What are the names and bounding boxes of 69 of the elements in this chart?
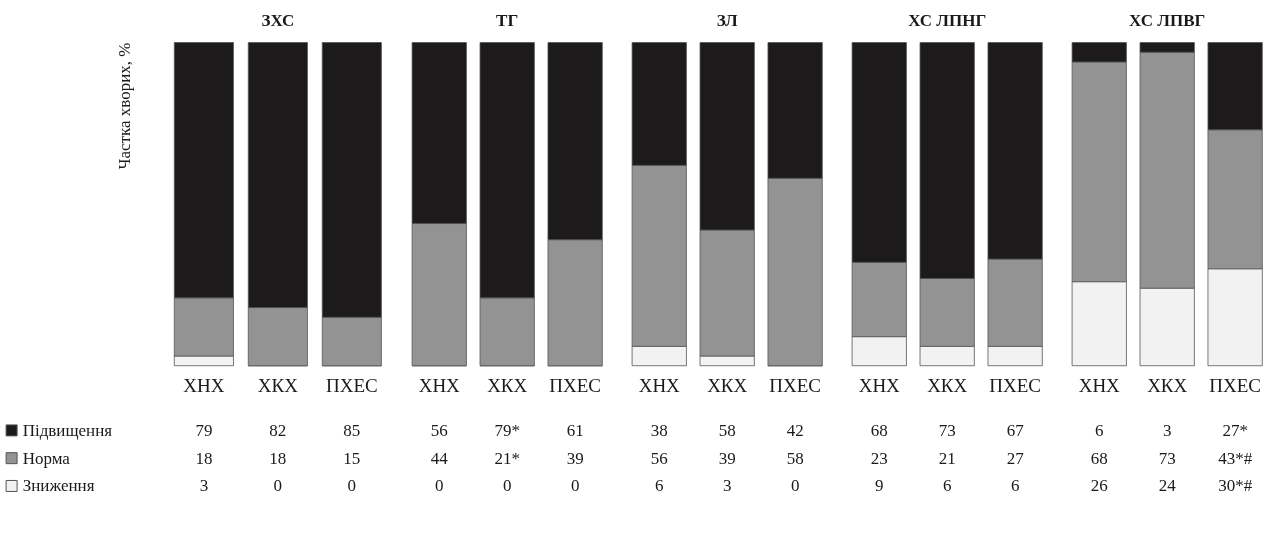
data-label: 56 xyxy=(650,448,668,468)
data-label: 43*# xyxy=(1218,448,1253,468)
data-label: 27 xyxy=(1006,448,1025,468)
data-label: 23 xyxy=(870,448,888,468)
data-label: 58 xyxy=(718,420,736,440)
data-label: 15 xyxy=(343,448,361,468)
data-label: 0 xyxy=(273,476,283,496)
x-tick-label: ПХЕС xyxy=(769,375,822,397)
data-label: 26 xyxy=(1090,476,1108,496)
chart-title: ХС ЛПНГ xyxy=(908,10,987,30)
chart-title: ЗХС xyxy=(261,10,295,30)
chart-title: ТГ xyxy=(496,10,519,30)
data-label: 6 xyxy=(1010,476,1020,496)
data-label: 39 xyxy=(566,448,584,468)
data-label: 21* xyxy=(494,448,520,468)
x-tick-label: ПХЕС xyxy=(549,375,602,397)
data-label: 61 xyxy=(566,420,584,440)
legend-label: Зниження xyxy=(22,476,95,496)
data-label: 56 xyxy=(430,420,448,440)
data-label: 67 xyxy=(1006,420,1025,440)
data-label: 85 xyxy=(343,420,361,440)
y-axis-title: Частка хворих, % xyxy=(114,42,134,170)
x-tick-label: ПХЕС xyxy=(325,375,378,397)
x-tick-label: ХНХ xyxy=(858,375,901,397)
data-label: 6 xyxy=(655,476,664,496)
data-label: 3 xyxy=(1162,420,1172,440)
chart-title: ЗЛ xyxy=(716,10,738,30)
data-label: 68 xyxy=(870,420,888,440)
x-tick-label: ХКХ xyxy=(927,375,968,397)
x-tick-label: ХНХ xyxy=(183,375,225,397)
data-label: 24 xyxy=(1158,476,1177,496)
data-label: 44 xyxy=(430,448,449,468)
data-label: 21 xyxy=(938,448,956,468)
data-label: 79* xyxy=(494,420,520,440)
data-label: 0 xyxy=(435,476,444,496)
legend-label: Підвищення xyxy=(22,420,113,440)
data-label: 6 xyxy=(942,476,952,496)
legend-label: Норма xyxy=(22,448,71,468)
x-tick-label: ХНХ xyxy=(418,375,461,397)
x-tick-label: ХКХ xyxy=(707,375,748,397)
data-label: 68 xyxy=(1090,448,1108,468)
data-label: 38 xyxy=(650,420,668,440)
data-label: 42 xyxy=(786,420,804,440)
data-label: 30*# xyxy=(1218,476,1253,496)
data-label: 0 xyxy=(570,476,580,496)
data-label: 3 xyxy=(199,476,209,496)
x-tick-label: ХНХ xyxy=(638,375,681,397)
x-tick-label: ПХЕС xyxy=(989,375,1042,397)
data-label: 0 xyxy=(790,476,800,496)
data-label: 82 xyxy=(269,420,287,440)
data-label: 0 xyxy=(347,476,357,496)
data-label: 73 xyxy=(938,420,956,440)
data-label: 3 xyxy=(722,476,732,496)
x-tick-label: ХКХ xyxy=(257,375,299,397)
data-label: 73 xyxy=(1158,448,1176,468)
data-label: 18 xyxy=(269,448,287,468)
data-label: 79 xyxy=(195,420,213,440)
data-label: 27* xyxy=(1222,420,1248,440)
x-tick-label: ХКХ xyxy=(1147,375,1188,397)
x-tick-label: ПХЕС xyxy=(1209,375,1262,397)
data-label: 9 xyxy=(875,476,884,496)
data-label: 6 xyxy=(1095,420,1104,440)
data-label: 0 xyxy=(502,476,512,496)
chart-title: ХС ЛПВГ xyxy=(1129,10,1206,30)
data-label: 39 xyxy=(718,448,736,468)
data-label: 18 xyxy=(195,448,213,468)
data-label: 58 xyxy=(786,448,804,468)
x-tick-label: ХНХ xyxy=(1078,375,1121,397)
x-tick-label: ХКХ xyxy=(487,375,528,397)
